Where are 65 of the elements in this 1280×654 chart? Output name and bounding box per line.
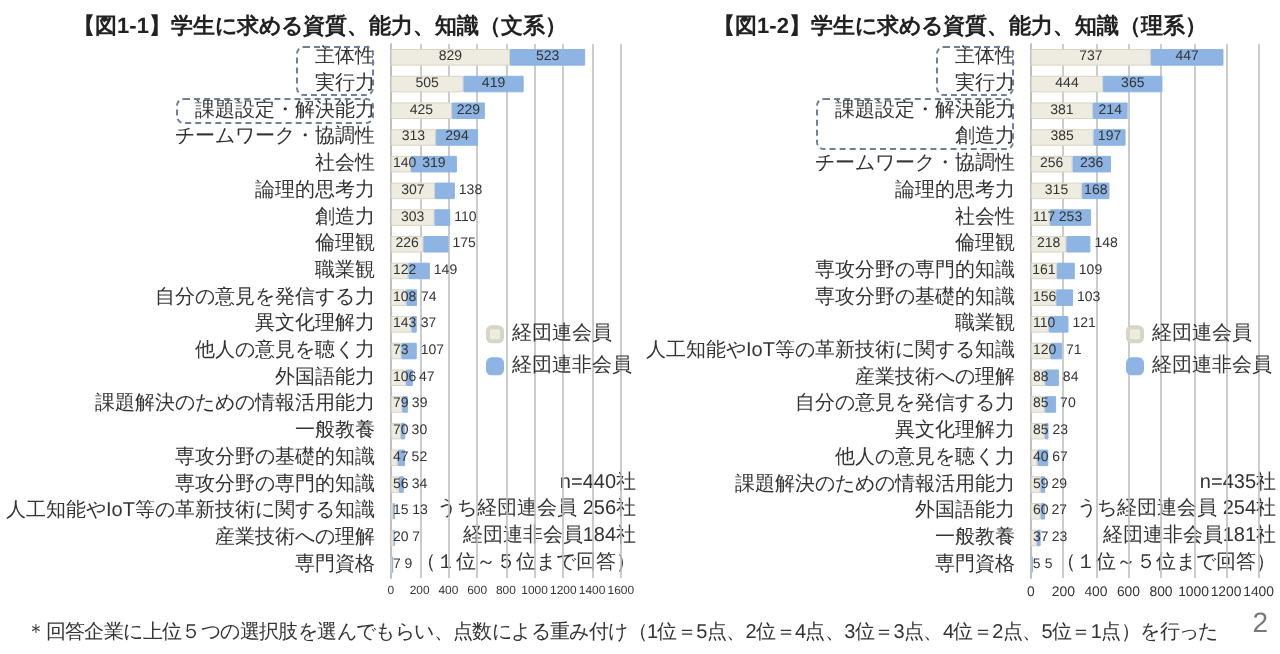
annotation: （１位～５位まで回答） bbox=[416, 549, 636, 574]
y-tick-label: 専攻分野の基礎的知識 bbox=[814, 284, 1015, 309]
y-tick-label: 専攻分野の専門的知識 bbox=[814, 257, 1015, 282]
legend-label: 経団連会員 bbox=[510, 321, 612, 346]
annotation: うち経団連会員 254社 bbox=[1077, 496, 1277, 521]
y-tick-label: 一般教養 bbox=[934, 524, 1015, 549]
y-tick-label: 課題設定・解決能力 bbox=[194, 97, 375, 122]
y-tick-label: 一般教養 bbox=[294, 418, 375, 443]
y-tick-label: 産業技術への理解 bbox=[214, 524, 375, 549]
y-tick-label: 人工知能やIoT等の革新技術に関する知識 bbox=[645, 338, 1015, 363]
y-tick-label: 論理的思考力 bbox=[894, 177, 1015, 202]
bar bbox=[434, 209, 451, 226]
y-tick-label: 人工知能やIoT等の革新技術に関する知識 bbox=[5, 498, 375, 523]
y-tick-label: チームワーク・協調性 bbox=[174, 124, 375, 149]
y-tick-label: 倫理観 bbox=[954, 231, 1015, 256]
y-tick-label: 他人の意見を聴く力 bbox=[194, 338, 375, 363]
y-tick-label: 異文化理解力 bbox=[254, 311, 375, 336]
y-tick-label: 専門資格 bbox=[934, 551, 1015, 576]
y-tick-label: 社会性 bbox=[954, 204, 1015, 229]
legend-label: 経団連会員 bbox=[1150, 321, 1252, 346]
bar bbox=[435, 182, 455, 200]
y-tick-label: 職業観 bbox=[954, 311, 1015, 336]
y-tick-label: 実行力 bbox=[954, 71, 1015, 96]
y-tick-label: 外国語能力 bbox=[274, 364, 375, 389]
legend-label: 経団連非会員 bbox=[510, 353, 632, 378]
y-tick-label: 社会性 bbox=[314, 151, 375, 176]
bar bbox=[1150, 49, 1224, 66]
chart-title: 【図1-1】学生に求める資質、能力、知識（文系） bbox=[73, 13, 567, 39]
y-tick-label: 自分の意見を発信する力 bbox=[154, 284, 375, 309]
annotation: n=435社 bbox=[1199, 469, 1277, 494]
y-tick-label: 職業観 bbox=[314, 257, 375, 282]
y-tick-label: 課題解決のための情報活用能力 bbox=[734, 471, 1015, 496]
bar bbox=[510, 49, 586, 66]
y-tick-label: 課題解決のための情報活用能力 bbox=[94, 391, 375, 416]
y-tick-label: 異文化理解力 bbox=[894, 418, 1015, 443]
bar bbox=[1030, 49, 1151, 66]
y-tick-label: 自分の意見を発信する力 bbox=[794, 391, 1015, 416]
y-tick-label: 倫理観 bbox=[314, 231, 375, 256]
y-tick-label: 外国語能力 bbox=[914, 498, 1015, 523]
bar bbox=[1057, 262, 1075, 280]
bar bbox=[1045, 369, 1059, 387]
annotation: n=440社 bbox=[559, 469, 637, 494]
annotation: 経団連非会員181社 bbox=[1100, 522, 1277, 547]
chart-title: 【図1-2】学生に求める資質、能力、知識（理系） bbox=[713, 13, 1207, 39]
y-tick-label: 創造力 bbox=[314, 204, 375, 229]
y-tick-label: 産業技術への理解 bbox=[854, 364, 1015, 389]
text: 2 bbox=[1252, 606, 1268, 638]
annotation: うち経団連会員 256社 bbox=[437, 496, 637, 521]
y-tick-label: チームワーク・協調性 bbox=[814, 151, 1015, 176]
y-tick-label: 専門資格 bbox=[294, 551, 375, 576]
text: ＊回答企業に上位５つの選択肢を選んでもらい、点数による重み付け（1位＝5点、2位＝4点、3位＝3点、4位＝2点、5位＝1点）を行った bbox=[24, 619, 1220, 646]
y-tick-label: 実行力 bbox=[314, 71, 375, 96]
legend-label: 経団連非会員 bbox=[1150, 353, 1272, 378]
y-tick-label: 創造力 bbox=[954, 124, 1015, 149]
y-tick-label: 専攻分野の基礎的知識 bbox=[174, 444, 375, 469]
bar bbox=[1066, 235, 1091, 253]
bar bbox=[423, 235, 449, 253]
y-tick-label: 専攻分野の専門的知識 bbox=[174, 471, 375, 496]
annotation: （１位～５位まで回答） bbox=[1056, 549, 1276, 574]
y-tick-label: 他人の意見を聴く力 bbox=[834, 444, 1015, 469]
y-tick-label: 課題設定・解決能力 bbox=[834, 97, 1015, 122]
bar bbox=[390, 49, 511, 66]
y-tick-label: 論理的思考力 bbox=[254, 177, 375, 202]
bar bbox=[1056, 289, 1074, 306]
annotation: 経団連非会員184社 bbox=[460, 522, 637, 547]
